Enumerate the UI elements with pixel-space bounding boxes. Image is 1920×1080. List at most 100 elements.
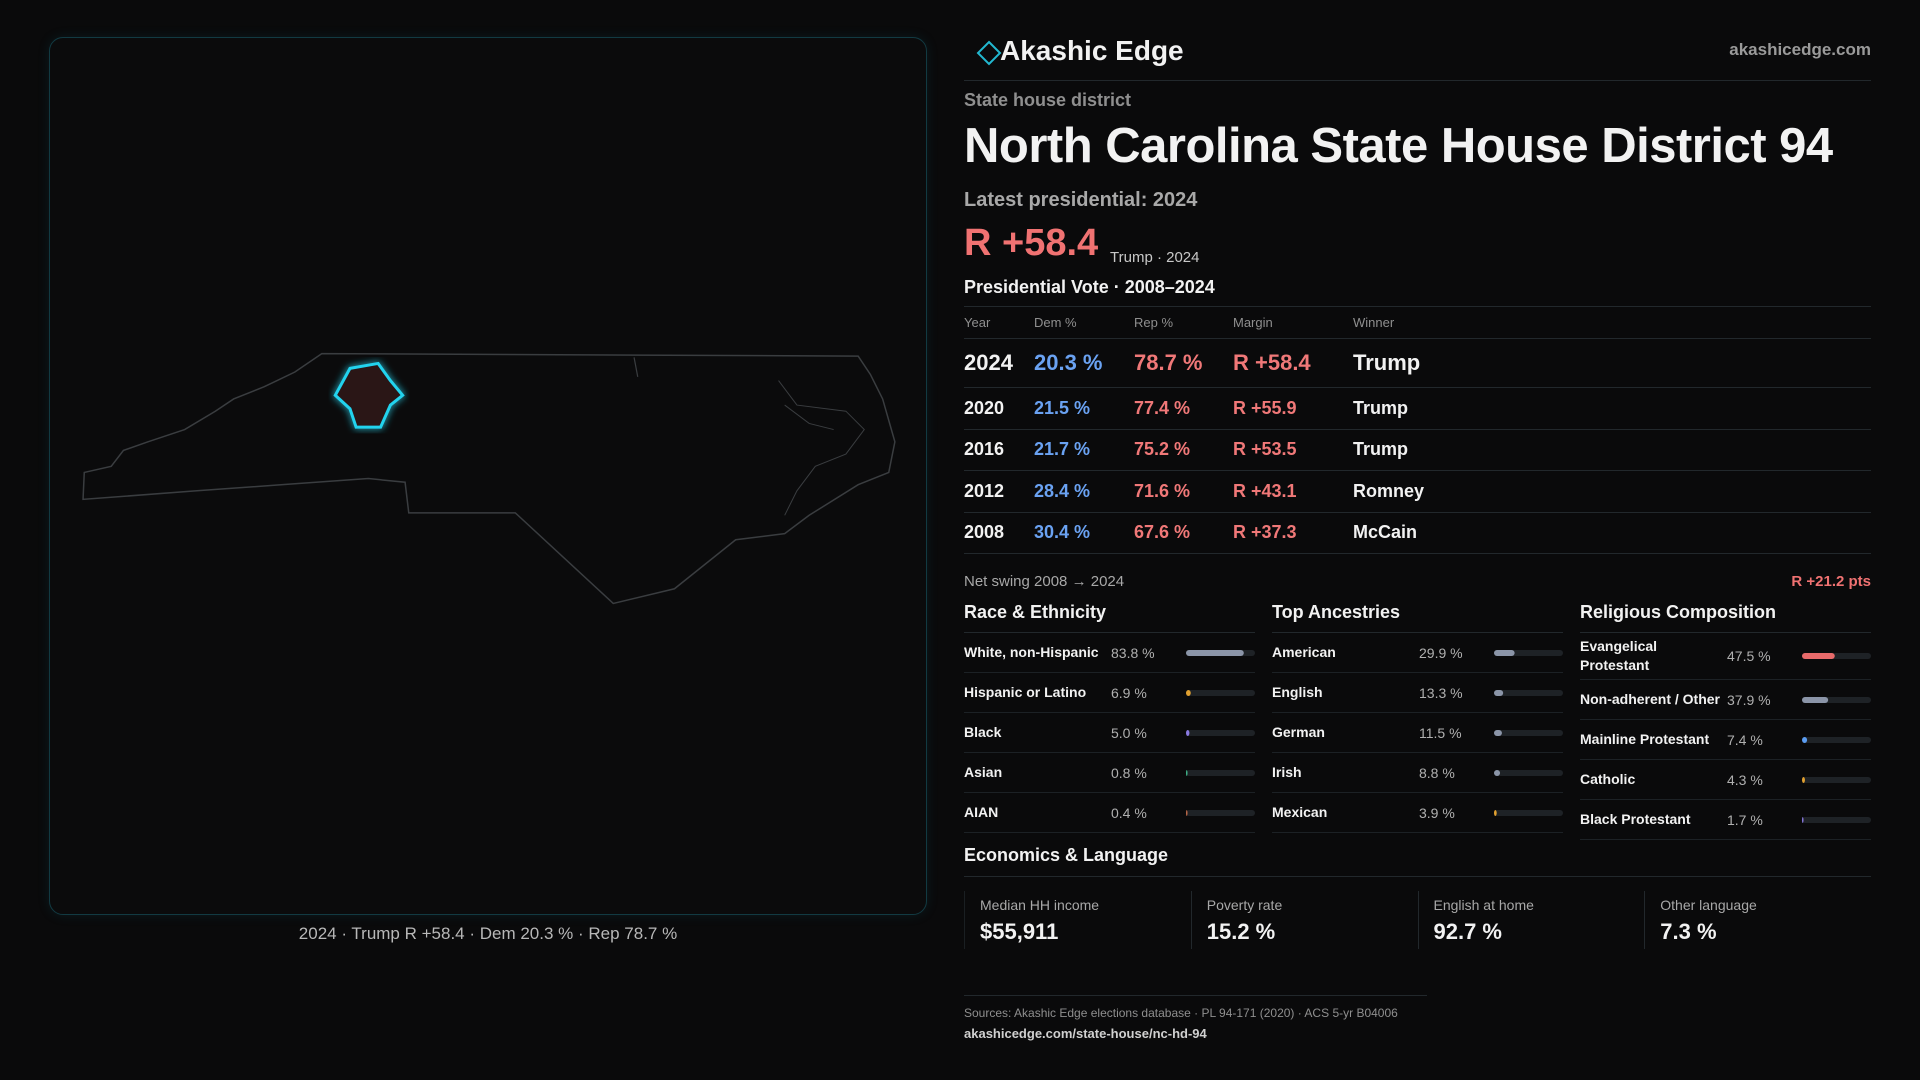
stat-name: Black bbox=[964, 724, 1002, 740]
bar bbox=[1494, 729, 1502, 736]
bar-track bbox=[1494, 769, 1563, 776]
stat-row: Black 5.0 % bbox=[964, 713, 1255, 753]
bar-track bbox=[1186, 809, 1255, 816]
bar bbox=[1494, 649, 1515, 656]
table-cell: Trump bbox=[1353, 439, 1409, 459]
card-label: Other language bbox=[1660, 897, 1757, 913]
stat-row: Black Protestant 1.7 % bbox=[1580, 800, 1871, 840]
stat-bar bbox=[1802, 776, 1871, 783]
table-cell: 20.3 % bbox=[1034, 349, 1103, 375]
table-cell: 30.4 % bbox=[1034, 522, 1091, 542]
district-outline bbox=[335, 363, 402, 427]
stat-card: Other language 7.3 % bbox=[1644, 891, 1871, 949]
map bbox=[50, 38, 926, 914]
stat-value: 5.0 % bbox=[1111, 724, 1147, 741]
stat-bar bbox=[1802, 736, 1871, 743]
info-panel: Akashic Edge akashicedge.com State house… bbox=[964, 0, 1871, 1080]
card-value: 92.7 % bbox=[1433, 919, 1503, 944]
table-cell: 78.7 % bbox=[1134, 349, 1203, 375]
stat-bar bbox=[1494, 649, 1563, 656]
table-cell: 77.4 % bbox=[1134, 397, 1191, 418]
table-cell: 21.5 % bbox=[1034, 397, 1091, 418]
stat-name: Mexican bbox=[1272, 804, 1328, 820]
stat-value: 3.9 % bbox=[1419, 804, 1455, 821]
latest-margin: R +58.4 bbox=[964, 222, 1099, 264]
stat-card: Median HH income $55,911 bbox=[964, 891, 1191, 949]
stat-row: Asian 0.8 % bbox=[964, 753, 1255, 793]
logo-icon bbox=[976, 40, 1002, 66]
stat-row: Mexican 3.9 % bbox=[1272, 793, 1563, 833]
bar bbox=[1186, 729, 1190, 736]
map-caption: 2024 · Trump R +58.4 · Dem 20.3 % · Rep … bbox=[298, 924, 678, 943]
state-outline bbox=[83, 354, 895, 604]
divider bbox=[964, 995, 1427, 996]
stat-value: 47.5 % bbox=[1727, 648, 1771, 664]
bar bbox=[1186, 769, 1188, 776]
stat-row: Non-adherent / Other 37.9 % bbox=[1580, 680, 1871, 720]
column-header: Dem % bbox=[1034, 314, 1077, 330]
bar bbox=[1802, 816, 1804, 823]
stat-bar bbox=[1802, 816, 1871, 823]
stat-bar bbox=[1494, 769, 1563, 776]
bar-track bbox=[1186, 729, 1255, 736]
cards: Median HH income $55,911 Poverty rate 15.2 … bbox=[964, 891, 1871, 949]
stat-bar bbox=[1186, 769, 1255, 776]
table-cell: Trump bbox=[1353, 349, 1421, 375]
stat-value: 1.7 % bbox=[1727, 811, 1763, 828]
net-swing-label: Net swing 2008 → 2024 bbox=[964, 573, 1125, 590]
stat-row: Catholic 4.3 % bbox=[1580, 760, 1871, 800]
section-title: Religious Composition bbox=[1580, 602, 1871, 633]
stat-value: 0.8 % bbox=[1111, 764, 1147, 781]
stat-row: English 13.3 % bbox=[1272, 673, 1563, 713]
economics-section: Economics & Language Median HH income $55… bbox=[964, 845, 1871, 949]
stat-name: Catholic bbox=[1580, 771, 1636, 787]
table-cell: Romney bbox=[1353, 480, 1425, 501]
brand: Akashic Edge bbox=[1000, 35, 1184, 66]
stat-value: 8.8 % bbox=[1419, 764, 1455, 781]
stat-name: Irish bbox=[1272, 764, 1302, 780]
stat-bar bbox=[1802, 653, 1871, 659]
section-title: Economics & Language bbox=[964, 845, 1871, 877]
divider bbox=[964, 80, 1871, 81]
stat-bar bbox=[1494, 689, 1563, 696]
table-cell: R +53.5 bbox=[1233, 439, 1297, 459]
stat-bar bbox=[1494, 729, 1563, 736]
table-row: 2020 21.5 % 77.4 % R +55.9 Trump bbox=[964, 387, 1871, 430]
stat-name: English bbox=[1272, 684, 1323, 700]
bar-track bbox=[1802, 816, 1871, 823]
stat-bar bbox=[1494, 809, 1563, 816]
net-swing-value: R +21.2 pts bbox=[1791, 573, 1871, 590]
stat-bar bbox=[1802, 696, 1871, 703]
stat-row: American 29.9 % bbox=[1272, 633, 1563, 673]
bar-track bbox=[1494, 809, 1563, 816]
table-row: 2016 21.7 % 75.2 % R +53.5 Trump bbox=[964, 429, 1871, 471]
stat-value: 37.9 % bbox=[1727, 691, 1771, 708]
latest-label: Latest presidential: 2024 bbox=[964, 189, 1198, 211]
column-header: Winner bbox=[1353, 314, 1395, 330]
stat-value: 0.4 % bbox=[1111, 804, 1147, 821]
district-title: North Carolina State House District 94 bbox=[964, 119, 1833, 173]
card-label: Median HH income bbox=[980, 897, 1100, 913]
stat-row: White, non-Hispanic 83.8 % bbox=[964, 633, 1255, 673]
stat-value: 7.4 % bbox=[1727, 731, 1763, 748]
bar bbox=[1186, 689, 1191, 696]
stat-name: Asian bbox=[964, 764, 1003, 780]
site-link[interactable]: akashicedge.com bbox=[1729, 40, 1871, 59]
table-cell: R +37.3 bbox=[1233, 522, 1297, 542]
stat-bar bbox=[1186, 689, 1255, 696]
coastal-sounds bbox=[779, 381, 865, 516]
stat-row: German 11.5 % bbox=[1272, 713, 1563, 753]
bar bbox=[1802, 776, 1805, 783]
table-cell: 2016 bbox=[964, 439, 1005, 459]
bar bbox=[1494, 689, 1504, 696]
stat-name: White, non-Hispanic bbox=[964, 644, 1099, 660]
table-cell: 2020 bbox=[964, 397, 1005, 418]
bar-track bbox=[1802, 776, 1871, 783]
page-url[interactable]: akashicedge.com/state-house/nc-hd-94 bbox=[964, 1026, 1207, 1041]
ancestry-section: Top Ancestries American 29.9 % English 13.3 … bbox=[1272, 602, 1563, 833]
bar-track bbox=[1802, 736, 1871, 743]
stat-name: Non-adherent / Other bbox=[1580, 691, 1721, 707]
card-value: 7.3 % bbox=[1660, 919, 1717, 944]
map-panel bbox=[49, 37, 927, 915]
